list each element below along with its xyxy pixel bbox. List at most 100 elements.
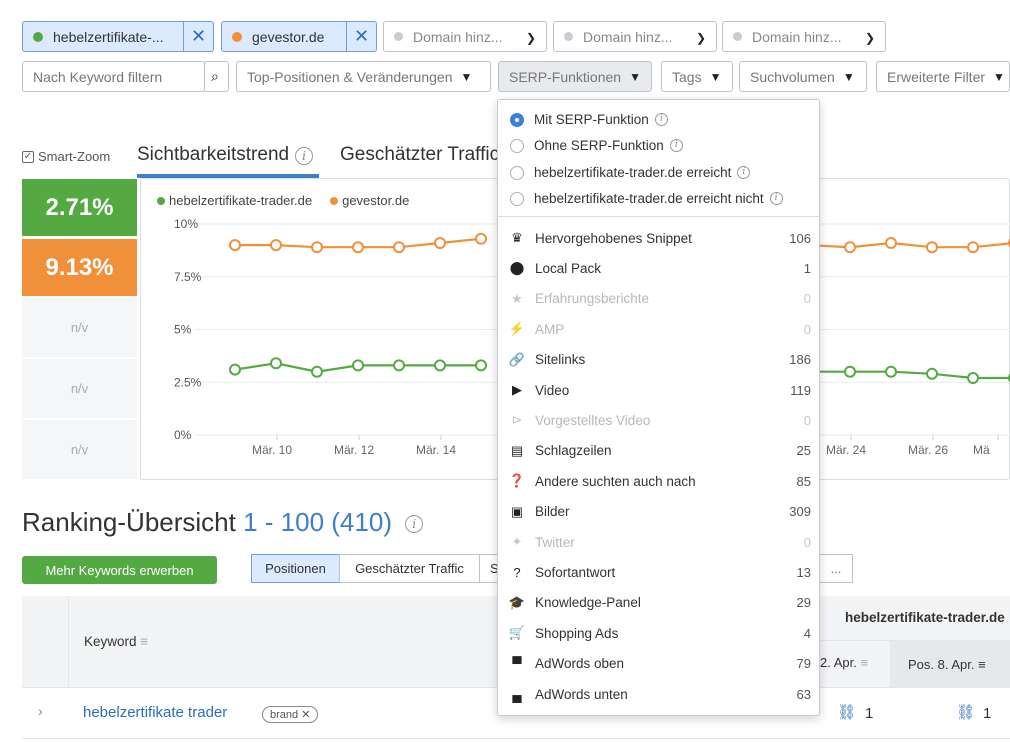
link-icon: 🔗 xyxy=(508,351,526,367)
keyword-link[interactable]: hebelzertifikate trader xyxy=(83,704,228,721)
serp-feature-item[interactable]: ❓ Andere suchten auch nach 85 xyxy=(508,469,811,493)
serp-feature-label: Hervorgehobenes Snippet xyxy=(535,230,692,246)
add-domain-select-1[interactable]: Domain hinz... ❯ xyxy=(383,21,547,52)
serp-feature-count: 119 xyxy=(790,382,811,398)
serp-feature-item[interactable]: ▣ Bilder 309 xyxy=(508,500,811,524)
add-domain-label: Domain hinz... xyxy=(583,28,673,45)
advanced-filters-label: Erweiterte Filter xyxy=(887,68,986,85)
brand-tag[interactable]: brand ✕ xyxy=(262,706,319,723)
news-icon: ▤ xyxy=(510,442,524,458)
data-point xyxy=(434,359,446,372)
visibility-score-empty: n/v xyxy=(22,420,137,479)
search-volume-dropdown[interactable]: Suchvolumen ▼ xyxy=(739,61,867,92)
serp-feature-count: 106 xyxy=(789,230,811,246)
info-icon[interactable]: i xyxy=(295,147,314,165)
questions-icon: ❓ xyxy=(508,473,526,489)
info-icon[interactable]: i xyxy=(405,515,424,534)
expand-row-icon[interactable]: › xyxy=(38,703,43,719)
x-tick-label: Mär. 12 xyxy=(334,443,374,457)
domain-chip-label: hebelzertifikate-... xyxy=(53,28,164,45)
data-point xyxy=(844,365,856,378)
smart-zoom-toggle[interactable]: ✓ Smart-Zoom xyxy=(22,149,110,164)
serp-feature-count: 13 xyxy=(796,564,811,580)
column-keyword[interactable]: Keyword ≡ xyxy=(84,634,148,649)
advanced-filters-dropdown[interactable]: Erweiterte Filter ▼ xyxy=(876,61,1010,92)
serp-feature-label: Vorgestelltes Video xyxy=(535,412,651,428)
serp-feature-item[interactable]: ▶ Video 119 xyxy=(508,378,811,402)
tab-estimated-traffic[interactable]: Geschätzter Traffic xyxy=(340,144,498,166)
buy-more-keywords-button[interactable]: Mehr Keywords erwerben xyxy=(22,556,217,584)
radio-without-serp-feature[interactable]: Ohne SERP-Funktion i xyxy=(510,138,683,153)
remove-domain-icon[interactable]: ✕ xyxy=(183,22,213,51)
chevron-down-icon: ❯ xyxy=(864,31,875,45)
remove-domain-icon[interactable]: ✕ xyxy=(346,22,376,51)
table-row[interactable]: › hebelzertifikate trader brand ✕ ⛓ 1 ⛓ … xyxy=(22,689,1010,739)
info-icon[interactable]: i xyxy=(669,139,683,152)
more-columns-button[interactable]: ... xyxy=(819,554,853,583)
serp-feature-item[interactable]: ? Sofortantwort 13 xyxy=(508,560,811,584)
serp-feature-label: Video xyxy=(535,382,570,398)
serp-feature-item[interactable]: ▄ AdWords unten 63 xyxy=(508,682,811,706)
domain-chip-1[interactable]: hebelzertifikate-... ✕ xyxy=(22,21,214,52)
radio-with-serp-feature[interactable]: Mit SERP-Funktion i xyxy=(510,112,668,127)
visibility-score-domain-1: 2.71% xyxy=(22,179,137,236)
add-domain-select-3[interactable]: Domain hinz... ❯ xyxy=(722,21,886,52)
search-icon: ⌕ xyxy=(211,68,219,84)
data-point xyxy=(967,372,979,385)
radio-unchecked-icon xyxy=(510,191,524,206)
column-apr-8[interactable]: Pos. 8. Apr. ≡ xyxy=(890,641,1010,687)
serp-feature-item[interactable]: ⬤ Local Pack 1 xyxy=(508,256,811,280)
serp-feature-item[interactable]: ▤ Schlagzeilen 25 xyxy=(508,439,811,463)
data-point xyxy=(229,363,241,376)
add-domain-select-2[interactable]: Domain hinz... ❯ xyxy=(553,21,717,52)
tags-dropdown[interactable]: Tags ▼ xyxy=(661,61,733,92)
data-point xyxy=(475,232,487,245)
serp-feature-item[interactable]: 🎓 Knowledge-Panel 29 xyxy=(508,591,811,615)
graduation-cap-icon: 🎓 xyxy=(508,594,526,610)
position-apr-8: 1 xyxy=(983,705,992,722)
serp-feature-count: 1 xyxy=(803,260,811,276)
add-domain-label: Domain hinz... xyxy=(752,28,842,45)
serp-feature-count: 0 xyxy=(803,291,811,307)
serp-feature-label: Bilder xyxy=(535,504,570,520)
positions-filter-dropdown[interactable]: Top-Positionen & Veränderungen ▼ xyxy=(236,61,491,92)
radio-label: hebelzertifikate-trader.de erreicht nich… xyxy=(534,191,764,206)
radio-label: hebelzertifikate-trader.de erreicht xyxy=(534,165,732,180)
star-icon: ★ xyxy=(511,290,523,306)
serp-feature-item[interactable]: ▀ AdWords oben 79 xyxy=(508,652,811,676)
serp-feature-item[interactable]: 🛒 Shopping Ads 4 xyxy=(508,621,811,645)
view-more-button[interactable]: S xyxy=(479,554,499,583)
keyword-filter-field[interactable]: Nach Keyword filtern xyxy=(22,61,205,92)
serp-feature-label: Erfahrungsberichte xyxy=(535,291,650,307)
view-positions-button[interactable]: Positionen xyxy=(251,554,340,583)
smart-zoom-label: Smart-Zoom xyxy=(38,149,111,164)
position-apr-2: 1 xyxy=(865,705,874,722)
chevron-down-icon: ▼ xyxy=(629,69,641,84)
twitter-icon: ✦ xyxy=(511,534,523,549)
info-icon[interactable]: i xyxy=(769,192,783,205)
chevron-down-icon: ❯ xyxy=(525,31,536,45)
domain-color-dot xyxy=(232,31,242,42)
serp-feature-count: 4 xyxy=(803,625,811,641)
info-icon[interactable]: i xyxy=(737,166,751,179)
crown-icon: ♛ xyxy=(511,230,523,245)
radio-domain-not-reached[interactable]: hebelzertifikate-trader.de erreicht nich… xyxy=(510,191,783,206)
serp-features-dropdown[interactable]: SERP-Funktionen ▼ xyxy=(498,61,652,92)
column-divider xyxy=(820,640,1010,641)
visibility-score-domain-2: 9.13% xyxy=(22,239,137,296)
tab-visibility-trend[interactable]: Sichtbarkeitstrend i xyxy=(137,144,314,166)
view-estimated-traffic-button[interactable]: Geschätzter Traffic xyxy=(339,554,480,583)
column-apr-2[interactable]: 2. Apr. ≡ xyxy=(820,655,868,670)
chevron-down-icon: ❯ xyxy=(695,31,706,45)
serp-feature-item[interactable]: 🔗 Sitelinks 186 xyxy=(508,348,811,372)
keyword-search-button[interactable]: ⌕ xyxy=(204,61,229,92)
domain-chip-2[interactable]: gevestor.de ✕ xyxy=(221,21,377,52)
info-icon[interactable]: i xyxy=(654,113,668,126)
radio-domain-reached[interactable]: hebelzertifikate-trader.de erreicht i xyxy=(510,165,751,180)
series-line xyxy=(809,370,1010,380)
serp-feature-item[interactable]: ♛ Hervorgehobenes Snippet 106 xyxy=(508,226,811,250)
domain-color-dot xyxy=(33,31,43,42)
image-icon: ▣ xyxy=(510,503,524,519)
y-tick-label: 2.5% xyxy=(174,375,202,389)
ranking-range: 1 - 100 (410) xyxy=(243,507,392,537)
